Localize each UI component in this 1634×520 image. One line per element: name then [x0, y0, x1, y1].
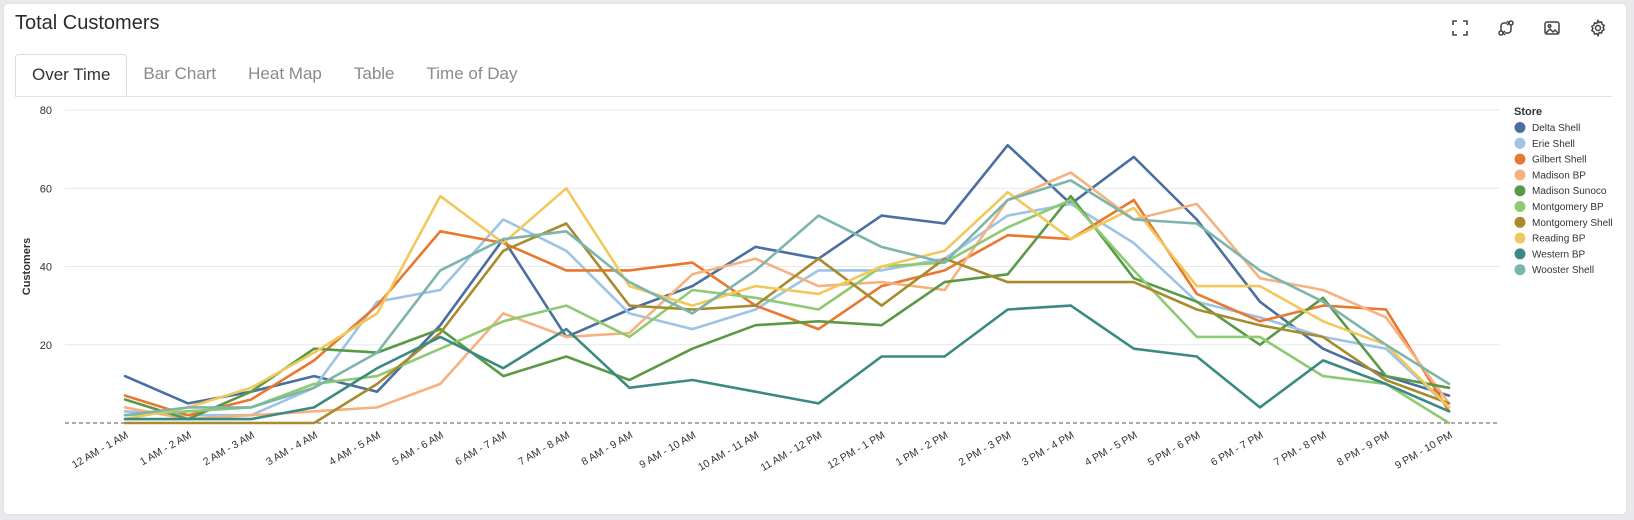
x-tick-label: 3 AM - 4 AM [264, 429, 320, 468]
legend-item-label: Gilbert Shell [1532, 155, 1586, 166]
tab-time-of-day[interactable]: Time of Day [426, 64, 518, 83]
legend-item-label: Delta Shell [1532, 123, 1580, 134]
series-line [123, 304, 1451, 421]
legend-item-label: Madison Sunoco [1532, 186, 1607, 197]
x-tick-label: 5 AM - 6 AM [390, 429, 446, 468]
legend-swatch [1514, 185, 1526, 197]
settings-button[interactable] [1584, 14, 1612, 42]
x-tick-label: 3 PM - 4 PM [1020, 429, 1077, 469]
x-tick-label: 8 PM - 9 PM [1335, 429, 1392, 469]
swap-icon [1498, 20, 1514, 36]
x-tick-label: 12 AM - 1 AM [70, 429, 131, 471]
x-tick-label: 8 AM - 9 AM [579, 429, 635, 468]
tab-over-time[interactable]: Over Time [15, 54, 128, 96]
legend-swatch [1514, 137, 1526, 149]
series-line [123, 179, 1451, 417]
legend-swatch [1514, 248, 1526, 260]
legend-item-label: Madison BP [1532, 170, 1586, 181]
x-tick-label: 2 PM - 3 PM [957, 429, 1014, 469]
x-tick-label: 4 AM - 5 AM [327, 429, 383, 468]
legend-item-label: Western BP [1532, 249, 1585, 260]
legend-item-label: Reading BP [1532, 234, 1586, 245]
y-tick-label: 80 [40, 105, 52, 117]
tab-bar: Over Time Bar Chart Heat Map Table Time … [15, 54, 1612, 97]
toolbar [1446, 14, 1612, 42]
fullscreen-icon [1452, 20, 1468, 36]
y-tick-label: 60 [40, 183, 52, 195]
legend-swatch [1514, 169, 1526, 181]
legend-swatch [1514, 216, 1526, 228]
series-line [123, 171, 1451, 421]
x-tick-label: 9 PM - 10 PM [1393, 429, 1455, 471]
x-tick-label: 11 AM - 12 PM [759, 429, 824, 474]
x-tick-label: 6 AM - 7 AM [453, 429, 509, 468]
series-line [123, 143, 1451, 405]
fullscreen-button[interactable] [1446, 14, 1474, 42]
x-tick-label: 1 PM - 2 PM [894, 429, 951, 469]
x-tick-label: 1 AM - 2 AM [138, 429, 194, 468]
tab-table[interactable]: Table [353, 64, 395, 83]
x-tick-label: 7 PM - 8 PM [1272, 429, 1329, 469]
y-tick-label: 20 [40, 340, 52, 352]
series-line [123, 187, 1451, 421]
series-line [123, 222, 1451, 425]
legend-title: Store [1514, 106, 1542, 118]
legend-item-label: Montgomery BP [1532, 202, 1604, 213]
legend-swatch [1514, 232, 1526, 244]
y-tick-label: 40 [40, 262, 52, 274]
tab-bar-chart[interactable]: Bar Chart [143, 64, 217, 83]
series-line [123, 194, 1451, 421]
gear-icon [1590, 19, 1606, 37]
x-tick-label: 12 PM - 1 PM [826, 429, 888, 471]
legend-swatch [1514, 153, 1526, 165]
x-tick-label: 4 PM - 5 PM [1083, 429, 1140, 469]
series-line [123, 198, 1451, 425]
x-tick-label: 10 AM - 11 AM [696, 429, 761, 473]
image-button[interactable] [1538, 14, 1566, 42]
x-tick-label: 6 PM - 7 PM [1209, 429, 1266, 469]
x-tick-label: 2 AM - 3 AM [201, 429, 257, 468]
swap-button[interactable] [1492, 14, 1520, 42]
image-icon [1544, 21, 1560, 35]
legend-item-label: Erie Shell [1532, 139, 1575, 150]
y-axis-label: Customers [21, 238, 33, 295]
legend-item-label: Wooster Shell [1532, 265, 1594, 276]
x-tick-label: 9 AM - 10 AM [637, 429, 698, 471]
legend-swatch [1514, 201, 1526, 212]
page-title: Total Customers [15, 12, 160, 34]
legend-item-label: Montgomery Shell [1532, 218, 1613, 229]
x-tick-label: 7 AM - 8 AM [516, 429, 572, 468]
legend-swatch [1514, 264, 1526, 276]
x-tick-label: 5 PM - 6 PM [1146, 429, 1203, 469]
tab-heat-map[interactable]: Heat Map [248, 64, 322, 83]
legend-swatch [1514, 122, 1526, 133]
